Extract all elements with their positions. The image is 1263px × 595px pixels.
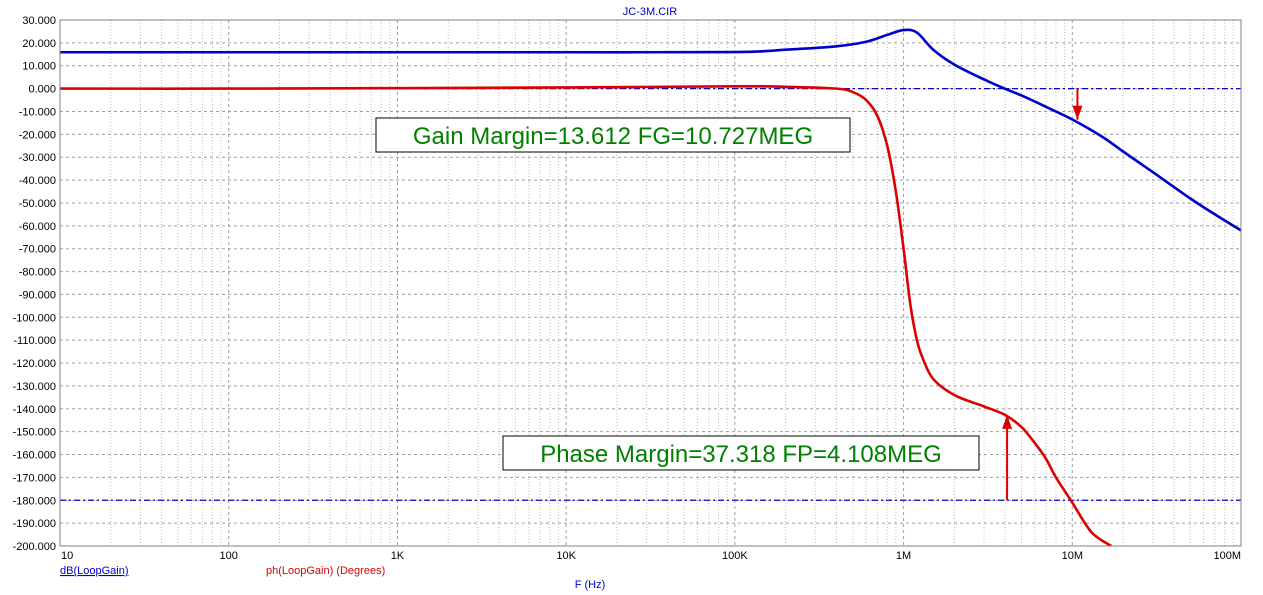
annotation-arrow-head <box>1072 105 1083 120</box>
y-tick-label: -70.000 <box>19 244 56 256</box>
x-tick-label: 100 <box>220 550 238 562</box>
y-tick-label: -30.000 <box>19 152 56 164</box>
x-tick-label: 1K <box>391 550 405 562</box>
series-line-phase <box>60 84 1112 546</box>
x-tick-label: 1M <box>896 550 911 562</box>
y-tick-label: -180.000 <box>13 495 56 507</box>
x-tick-label: 10 <box>61 550 73 562</box>
x-tick-label: 10M <box>1062 550 1083 562</box>
y-tick-label: -10.000 <box>19 106 56 118</box>
annotation-box <box>375 117 851 153</box>
phase-margin-label: Phase Margin=37.318 FP=4.108MEG <box>540 441 942 468</box>
y-tick-label: -200.000 <box>13 541 56 553</box>
x-tick-label: 10K <box>556 550 576 562</box>
y-tick-label: -120.000 <box>13 358 56 370</box>
legend-series-gain: dB(LoopGain) <box>60 565 129 577</box>
y-tick-label: -150.000 <box>13 427 56 439</box>
x-tick-label: 100K <box>722 550 748 562</box>
y-tick-label: -140.000 <box>13 404 56 416</box>
annotations: Gain Margin=13.612 FG=10.727MEG Phase Mar… <box>375 88 1083 501</box>
x-tick-labels: 10 100 1K 10K 100K 1M 10M 100M <box>61 550 1241 562</box>
y-tick-labels: 30.000 20.000 10.000 0.000 -10.000 -20.000 -30… <box>13 15 56 553</box>
y-tick-label: -20.000 <box>19 129 56 141</box>
plot-border <box>59 19 1242 547</box>
legend-series-phase: ph(LoopGain) (Degrees) <box>266 565 385 577</box>
y-tick-label: -110.000 <box>13 335 56 347</box>
y-tick-label: 20.000 <box>22 38 56 50</box>
chart-title: JC-3M.CIR <box>623 6 677 18</box>
y-tick-label: -60.000 <box>19 221 56 233</box>
y-tick-label: -100.000 <box>13 312 56 324</box>
y-tick-label: -190.000 <box>13 518 56 530</box>
x-axis-label: F (Hz) <box>575 579 606 591</box>
y-tick-label: 0.000 <box>28 84 56 96</box>
y-tick-label: -90.000 <box>19 289 56 301</box>
y-tick-label: -160.000 <box>13 450 56 462</box>
series <box>60 28 1241 546</box>
annotation-arrow-head <box>1002 414 1013 429</box>
gain-margin-label: Gain Margin=13.612 FG=10.727MEG <box>413 123 813 150</box>
y-tick-label: 10.000 <box>22 61 56 73</box>
x-tick-label: 100M <box>1213 550 1241 562</box>
y-tick-label: 30.000 <box>22 15 56 27</box>
y-tick-label: -50.000 <box>19 198 56 210</box>
series-line-gain <box>60 28 1241 232</box>
annotation-box <box>502 435 980 471</box>
y-tick-label: -170.000 <box>13 472 56 484</box>
y-tick-label: -80.000 <box>19 267 56 279</box>
y-tick-label: -40.000 <box>19 175 56 187</box>
y-tick-label: -130.000 <box>13 381 56 393</box>
